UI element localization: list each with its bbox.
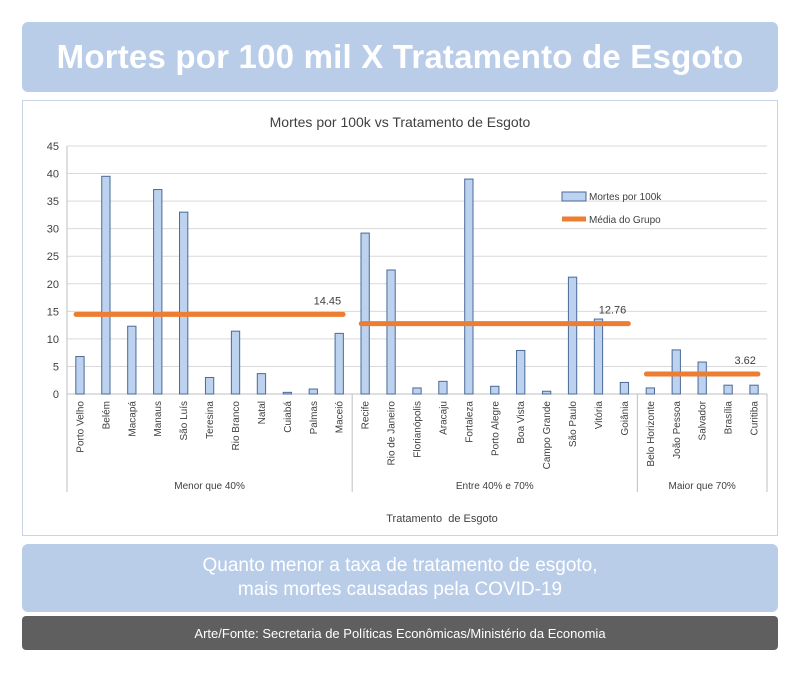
bar-24 — [697, 361, 707, 395]
title-banner: Mortes por 100 mil X Tratamento de Esgot… — [22, 22, 778, 92]
bar-14 — [438, 380, 448, 395]
chart-panel: Mortes por 100k vs Tratamento de Esgoto … — [22, 100, 778, 536]
group-label-1: Entre 40% e 70% — [456, 481, 534, 492]
x-tick-label: Palmas — [309, 401, 320, 434]
y-tick-label: 30 — [47, 224, 59, 236]
subtitle-line-1: Quanto menor a taxa de tratamento de esg… — [202, 555, 598, 576]
bar-25 — [723, 384, 733, 395]
bar-1 — [101, 175, 111, 395]
bar-6 — [230, 330, 241, 395]
x-tick-label: Belo Horizonte — [646, 401, 657, 467]
legend-swatch-bars — [561, 191, 587, 202]
x-axis-title: Tratamento de Esgoto — [386, 513, 498, 525]
bar-series — [75, 175, 759, 395]
y-tick-label: 20 — [47, 279, 59, 291]
x-tick-label: Porto Alegre — [490, 401, 501, 456]
y-tick-label: 25 — [47, 251, 59, 263]
x-tick-label: Natal — [257, 401, 268, 424]
group-label-2: Maior que 70% — [669, 481, 736, 492]
bar-19 — [567, 276, 578, 395]
bar-0 — [75, 356, 85, 395]
mean-value-label-1: 12.76 — [599, 305, 627, 317]
y-tick-label: 35 — [47, 196, 59, 208]
bar-11 — [360, 232, 370, 395]
x-tick-label: Teresina — [205, 401, 216, 439]
x-tick-labels: Porto Velho Belém Macapá Manaus São Luís Tere… — [75, 400, 760, 469]
chart-title: Mortes por 100k vs Tratamento de Esgoto — [270, 114, 531, 130]
group-mean-lines: 14.45 12.76 3.62 — [73, 295, 761, 377]
bar-15 — [464, 178, 474, 395]
bar-26 — [749, 384, 759, 395]
bar-12 — [386, 269, 396, 395]
legend: Mortes por 100k Média do Grupo — [561, 191, 662, 226]
y-tick-label: 10 — [47, 334, 59, 346]
y-tick-label: 40 — [47, 169, 59, 181]
x-tick-label: Vitória — [594, 401, 605, 430]
x-tick-label: Fortaleza — [464, 401, 475, 443]
x-tick-label: Rio de Janeiro — [387, 401, 398, 466]
x-tick-label: Brasília — [724, 401, 735, 435]
x-tick-label: João Pessoa — [672, 401, 683, 459]
x-tick-label: Porto Velho — [75, 401, 86, 453]
bar-21 — [619, 381, 630, 395]
x-tick-label: Salvador — [698, 400, 709, 440]
page-title: Mortes por 100 mil X Tratamento de Esgot… — [56, 38, 744, 75]
x-tick-label: Belém — [101, 401, 112, 429]
y-tick-label: 5 — [53, 361, 59, 373]
x-tick-label: Boa Vista — [516, 401, 527, 444]
axes: 0 5 10 15 20 25 30 35 40 45 — [47, 141, 768, 492]
bar-8 — [282, 391, 293, 395]
subtitle-banner: Quanto menor a taxa de tratamento de esg… — [22, 544, 778, 612]
y-tick-label: 45 — [47, 141, 59, 153]
x-tick-label: Aracaju — [438, 401, 449, 435]
bar-16 — [490, 385, 500, 395]
bar-17 — [516, 349, 526, 395]
bar-20 — [593, 318, 604, 395]
x-tick-label: Macapá — [127, 401, 138, 437]
x-tick-label: Cuiabá — [283, 401, 294, 433]
subtitle-line-2: mais mortes causadas pela COVID-19 — [237, 579, 563, 600]
x-tick-label: Curitiba — [750, 401, 761, 436]
bar-2 — [127, 325, 137, 395]
bar-5 — [204, 376, 215, 395]
bar-chart: Mortes por 100k vs Tratamento de Esgoto … — [47, 114, 768, 525]
legend-label-bars: Mortes por 100k — [589, 192, 662, 203]
y-tick-label: 15 — [47, 306, 59, 318]
mean-value-label-0: 14.45 — [314, 295, 342, 307]
x-tick-label: Campo Grande — [542, 401, 553, 470]
legend-label-mean: Média do Grupo — [589, 215, 661, 226]
mean-value-label-2: 3.62 — [735, 355, 756, 367]
y-gridlines — [67, 145, 767, 395]
bar-10 — [334, 332, 344, 395]
y-tick-label: 0 — [53, 389, 59, 401]
bar-13 — [412, 387, 422, 395]
x-tick-label: Maceió — [335, 401, 346, 434]
x-tick-label: Rio Branco — [231, 401, 242, 451]
group-label-0: Menor que 40% — [174, 481, 245, 492]
bar-7 — [256, 373, 267, 395]
footer-credit: Arte/Fonte: Secretaria de Políticas Econ… — [22, 616, 778, 650]
x-tick-label: Manaus — [153, 401, 164, 437]
x-tick-label: Florianópolis — [413, 401, 424, 458]
bar-22 — [645, 387, 655, 395]
x-tick-label: Goiânia — [620, 401, 631, 436]
bar-4 — [179, 211, 189, 395]
footer-text: Arte/Fonte: Secretaria de Políticas Econ… — [194, 625, 606, 641]
x-tick-label: São Paulo — [568, 401, 579, 448]
x-tick-label: Recife — [361, 401, 372, 430]
bar-3 — [153, 189, 163, 395]
x-tick-label: São Luís — [179, 401, 190, 440]
bar-9 — [308, 388, 318, 395]
bar-18 — [541, 390, 552, 395]
group-labels: Menor que 40% Entre 40% e 70% Maior que 70… — [174, 481, 736, 492]
